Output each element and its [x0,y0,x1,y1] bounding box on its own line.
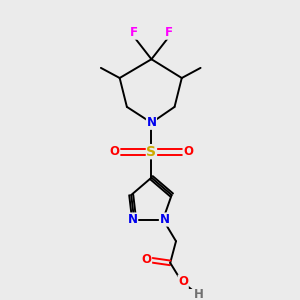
Text: O: O [142,254,152,266]
Text: F: F [165,26,173,39]
Text: H: H [194,288,204,300]
Text: O: O [183,145,193,158]
Text: N: N [128,213,138,226]
Text: N: N [159,213,170,226]
Text: O: O [178,275,188,288]
Text: N: N [146,116,156,129]
Text: S: S [146,145,156,159]
Text: O: O [110,145,120,158]
Text: F: F [130,26,138,39]
